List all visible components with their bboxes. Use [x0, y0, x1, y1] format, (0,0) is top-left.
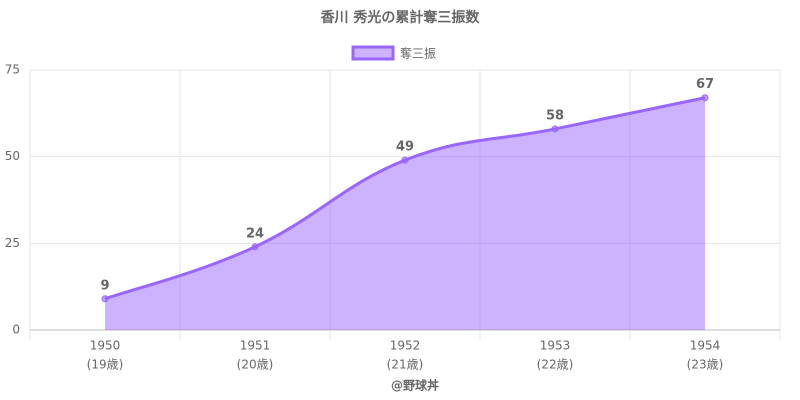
y-tick-label: 50	[5, 149, 20, 163]
x-tick-label: (23歳)	[687, 358, 724, 372]
data-label: 49	[396, 140, 414, 155]
x-tick-label: 1950	[90, 339, 121, 353]
data-label: 58	[546, 108, 564, 123]
data-label: 9	[100, 278, 109, 293]
x-tick-label: 1954	[690, 339, 721, 353]
chart-title: 香川 秀光の累計奪三振数	[320, 9, 481, 26]
x-tick-label: 1953	[540, 339, 571, 353]
x-tick-label: 1952	[390, 339, 421, 353]
legend-label: 奪三振	[400, 46, 436, 61]
legend-swatch	[351, 45, 395, 61]
area-fill	[105, 97, 705, 330]
point	[101, 295, 109, 303]
x-tick-label: (22歳)	[537, 358, 574, 372]
point	[551, 125, 559, 133]
y-tick-label: 75	[5, 63, 20, 77]
x-tick-label: (21歳)	[387, 358, 424, 372]
point	[251, 243, 259, 251]
point	[701, 94, 709, 102]
y-tick-label: 0	[12, 323, 20, 337]
x-tick-label: (19歳)	[87, 358, 124, 372]
x-tick-label: 1951	[240, 339, 271, 353]
data-label: 67	[696, 77, 714, 92]
x-axis-title: @野球丼	[391, 378, 439, 393]
y-tick-label: 25	[5, 236, 20, 250]
point	[401, 156, 409, 164]
data-label: 24	[246, 226, 264, 241]
x-tick-label: (20歳)	[237, 358, 274, 372]
